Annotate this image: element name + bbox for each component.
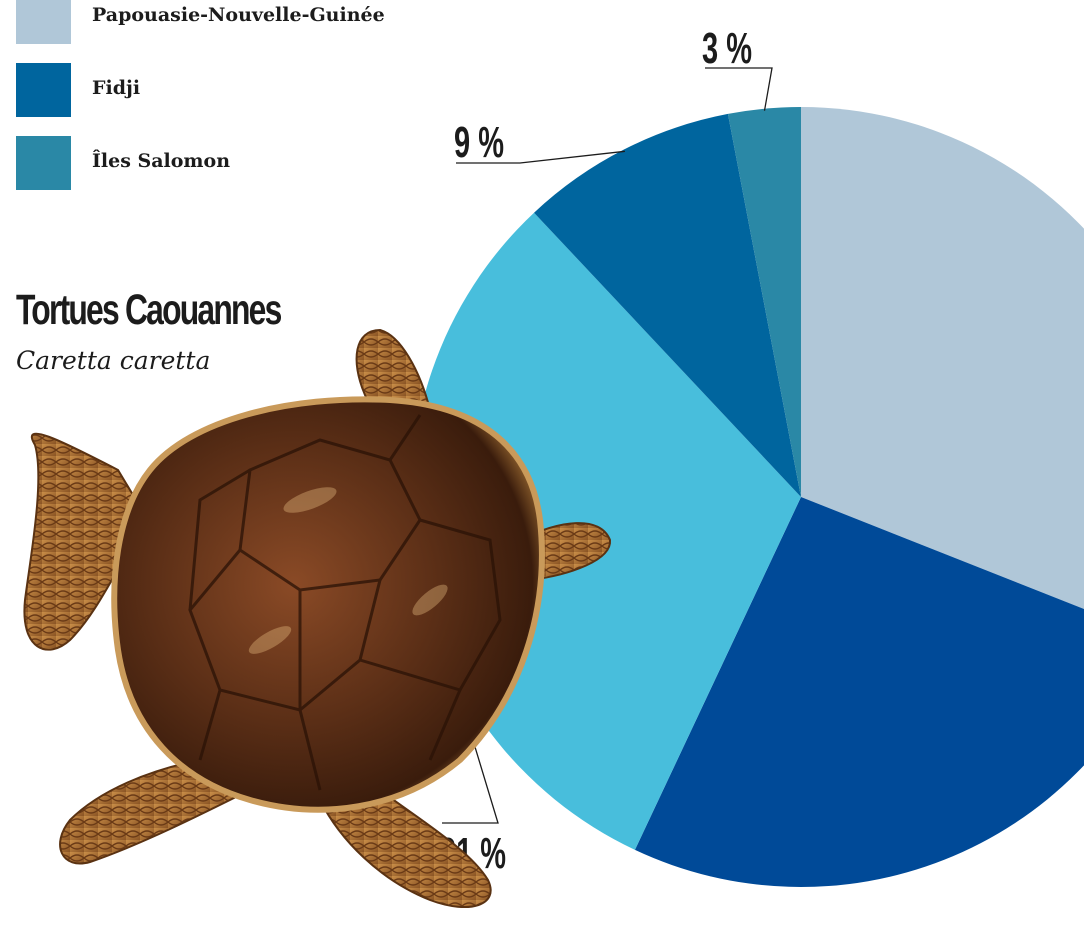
legend-swatch-salomon <box>16 136 71 190</box>
legend-label-papouasie: Papouasie-Nouvelle-Guinée <box>92 4 385 26</box>
leader-line-3 <box>456 150 625 164</box>
slice-label-4: 3 % <box>702 24 752 73</box>
pie-slice-0 <box>801 107 1084 610</box>
chart-subtitle: Caretta caretta <box>16 346 211 375</box>
leader-line-4 <box>705 67 773 111</box>
pie-slice-1 <box>634 497 1084 887</box>
legend-swatch-fidji <box>16 63 71 117</box>
legend-label-fidji: Fidji <box>92 77 141 99</box>
legend-swatch-papouasie <box>16 0 71 44</box>
chart-title: Tortues Caouannes <box>16 286 282 334</box>
pie-slice-4 <box>727 107 801 497</box>
turtle-illustration <box>23 328 612 908</box>
legend-label-salomon: Îles Salomon <box>92 150 231 172</box>
pie-slice-3 <box>534 113 801 497</box>
slice-label-3: 9 % <box>454 118 504 167</box>
